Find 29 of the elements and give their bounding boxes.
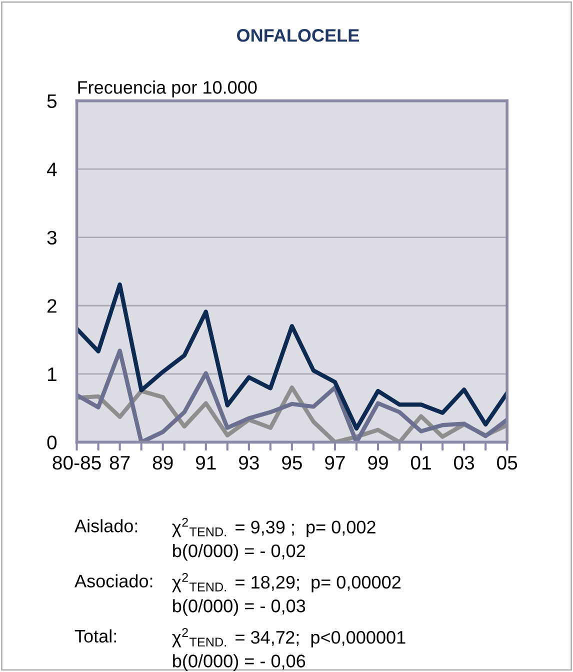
text: χ$^{2}$$_{TEND.}$ = 18,29; p= 0,00002 — [172, 572, 400, 592]
x-tick-label: 05 — [497, 456, 518, 470]
x-tick-label: 93 — [239, 456, 259, 470]
text: χ$^{2}$$_{TEND.}$ = 34,72; p<0,000001 — [172, 628, 406, 648]
text: b(0/000) = - 0,06 — [173, 654, 306, 671]
text: Total: — [74, 629, 116, 643]
line-series — [76, 282, 508, 431]
y-tick-label: 4 — [46, 162, 57, 176]
text: χ$^{2}$$_{TEND.}$ = 9,39 ; p= 0,002 — [172, 518, 376, 538]
y-axis-title: Frecuencia por 10.000 — [78, 80, 257, 98]
text: b(0/000) = - 0,03 — [173, 599, 306, 616]
y-tick-label: 3 — [47, 230, 56, 245]
y-tick-label: 1 — [48, 368, 56, 381]
text: Aislado: — [74, 519, 138, 532]
y-tick-label: 5 — [47, 94, 57, 108]
x-tick-label: 87 — [110, 456, 130, 470]
x-tick-label: 99 — [368, 456, 388, 470]
text: b(0/000) = - 0,02 — [173, 544, 305, 561]
x-tick-label: 01 — [410, 456, 431, 470]
chart-title: ONFALOCELE — [237, 29, 359, 42]
x-tick-label: 97 — [325, 456, 345, 470]
y-tick-label: 0 — [47, 436, 57, 450]
text: Asociado: — [74, 574, 152, 588]
x-tick-label: 91 — [196, 456, 216, 470]
y-tick-label: 2 — [48, 299, 56, 313]
x-tick-label: 95 — [282, 456, 302, 470]
x-tick-label: 03 — [454, 456, 474, 470]
x-tick-label: 80-85 — [52, 456, 101, 470]
x-tick-label: 89 — [152, 456, 173, 470]
